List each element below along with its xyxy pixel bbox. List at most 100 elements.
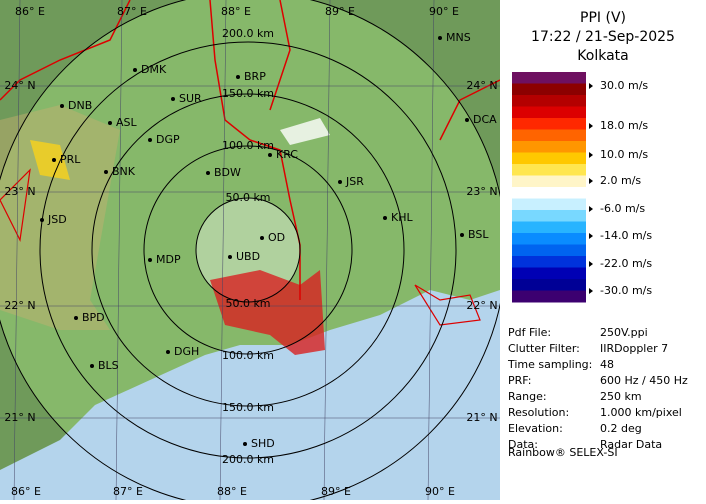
info-key: Data: <box>508 438 538 451</box>
lon-label: 90° E <box>429 5 459 18</box>
station-label: JSD <box>47 213 67 226</box>
legend-arrow <box>589 206 593 212</box>
echo <box>30 140 70 180</box>
color-band <box>512 72 586 84</box>
color-band <box>512 221 586 234</box>
color-band <box>512 164 586 176</box>
station-dot <box>228 255 232 259</box>
legend-arrow <box>589 152 593 158</box>
range-label: 150.0 km <box>222 401 274 414</box>
lat-label: 23° N <box>466 185 497 198</box>
info-key: Pdf File: <box>508 326 551 339</box>
info-value: 250 km <box>600 390 642 403</box>
color-band <box>512 95 586 107</box>
station-label: BNK <box>112 165 136 178</box>
station-label: KHL <box>391 211 413 224</box>
station-label: ASL <box>116 116 138 129</box>
echo <box>210 270 325 355</box>
legend-label: 30.0 m/s <box>600 79 648 92</box>
legend-arrow <box>589 123 593 129</box>
range-label: 100.0 km <box>222 139 274 152</box>
info-key: Time sampling: <box>507 358 592 371</box>
legend-label: 10.0 m/s <box>600 148 648 161</box>
footer: Rainbow® SELEX-SI <box>508 446 618 459</box>
station-label: SUR <box>179 92 202 105</box>
station-dot <box>90 364 94 368</box>
radar-map: 86° E 86° E 87° E 87° E 88° E 88° E 89° E 89° E… <box>0 0 507 504</box>
info-key: Elevation: <box>508 422 563 435</box>
color-band <box>512 175 586 188</box>
range-label: 150.0 km <box>222 87 274 100</box>
station-label: JSR <box>345 175 364 188</box>
range-label: 50.0 km <box>225 191 270 204</box>
station-label: BRP <box>244 70 266 83</box>
meridian <box>323 0 331 501</box>
lon-label: 87° E <box>117 5 147 18</box>
lat-label: 24° N <box>4 79 35 92</box>
lon-label: 88° E <box>221 5 251 18</box>
range-label: 200.0 km <box>222 453 274 466</box>
station-dot <box>74 316 78 320</box>
color-band <box>512 106 586 119</box>
station-dot <box>104 170 108 174</box>
color-band <box>512 129 586 142</box>
lat-label: 21° N <box>4 411 35 424</box>
range-ring <box>195 197 301 303</box>
range-label: 200.0 km <box>222 27 274 40</box>
echo <box>280 118 330 145</box>
color-band <box>512 198 586 211</box>
station-dot <box>465 118 469 122</box>
border <box>0 168 481 326</box>
legend-arrow <box>589 288 593 294</box>
station-label: KRC <box>276 148 298 161</box>
legend-arrow <box>589 261 593 267</box>
station-dot <box>338 180 342 184</box>
station-label: UBD <box>236 250 260 263</box>
lat-label: 21° N <box>466 411 497 424</box>
range-ring <box>143 145 353 355</box>
info-value: IIRDoppler 7 <box>600 342 668 355</box>
station-dot <box>243 442 247 446</box>
datetime: 17:22 / 21-Sep-2025 <box>531 29 675 45</box>
info-value: 600 Hz / 450 Hz <box>600 374 688 387</box>
meridian <box>219 0 227 501</box>
color-band <box>512 83 586 96</box>
lat-label: 23° N <box>4 185 35 198</box>
info-value: Radar Data <box>600 438 662 451</box>
info-value: 0.2 deg <box>600 422 642 435</box>
border <box>0 0 501 300</box>
lon-label: 86° E <box>15 5 45 18</box>
station-label: DGH <box>174 345 199 358</box>
legend-label: -14.0 m/s <box>600 229 652 242</box>
info-key: PRF: <box>508 374 531 387</box>
station-label: BLS <box>98 359 119 372</box>
station-dot <box>460 233 464 237</box>
lon-label: 88° E <box>217 485 247 498</box>
info-key: Resolution: <box>508 406 569 419</box>
legend-arrow <box>589 83 593 89</box>
info-value: 250V.ppi <box>600 326 648 339</box>
color-band <box>512 187 586 199</box>
lon-label: 89° E <box>325 5 355 18</box>
station-dot <box>60 104 64 108</box>
range-ring <box>91 93 405 407</box>
panel-title: PPI (V) <box>580 10 626 26</box>
color-band <box>512 141 586 153</box>
range-label: 50.0 km <box>225 297 270 310</box>
color-band <box>512 267 586 280</box>
color-band <box>512 244 586 257</box>
station-dot <box>40 218 44 222</box>
info-key: Range: <box>508 390 547 403</box>
color-band <box>512 279 586 291</box>
color-band <box>512 256 586 268</box>
station-dot <box>206 171 210 175</box>
station-label: DNB <box>68 99 92 112</box>
legend-label: -6.0 m/s <box>600 202 645 215</box>
station-dot <box>268 153 272 157</box>
legend-arrow <box>589 233 593 239</box>
station-label: PRL <box>60 153 81 166</box>
station-label: BSL <box>468 228 489 241</box>
lon-label: 87° E <box>113 485 143 498</box>
station-label: SHD <box>251 437 275 450</box>
